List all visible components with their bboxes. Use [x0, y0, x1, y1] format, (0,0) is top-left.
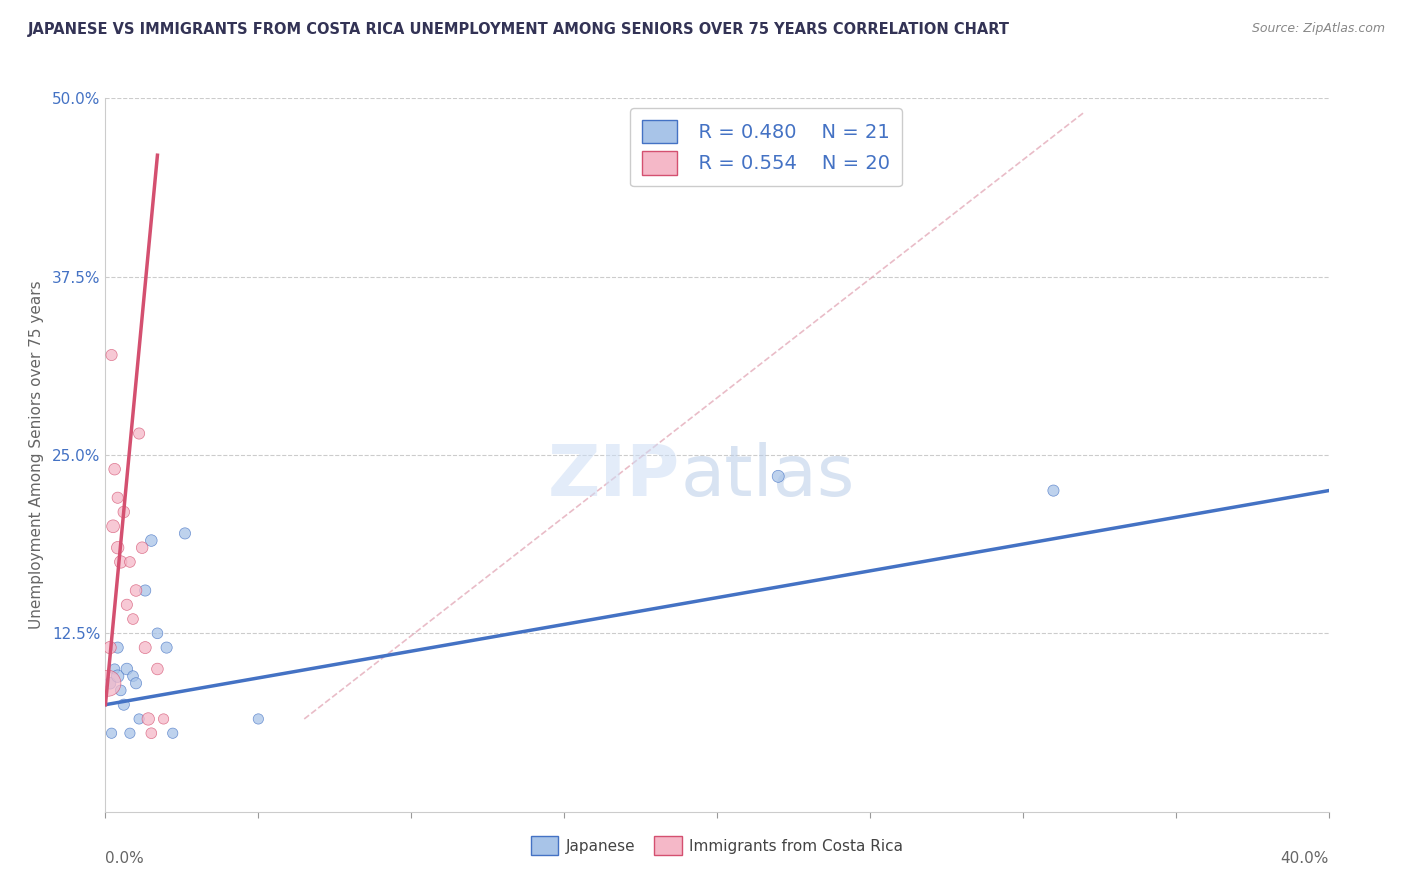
- Legend: Japanese, Immigrants from Costa Rica: Japanese, Immigrants from Costa Rica: [524, 830, 910, 861]
- Point: [134, 640, 156, 655]
- Point: [125, 583, 148, 598]
- Point: [122, 669, 145, 683]
- Point: [136, 712, 159, 726]
- Text: ZIP: ZIP: [548, 442, 681, 511]
- Text: Source: ZipAtlas.com: Source: ZipAtlas.com: [1251, 22, 1385, 36]
- Point: [104, 662, 127, 676]
- Point: [98, 676, 121, 690]
- Point: [146, 662, 169, 676]
- Point: [174, 526, 197, 541]
- Point: [162, 726, 184, 740]
- Point: [104, 462, 127, 476]
- Point: [107, 669, 129, 683]
- Point: [122, 612, 145, 626]
- Point: [110, 555, 132, 569]
- Point: [768, 469, 790, 483]
- Point: [134, 583, 156, 598]
- Point: [98, 640, 121, 655]
- Point: [115, 662, 138, 676]
- Point: [107, 541, 129, 555]
- Point: [128, 426, 150, 441]
- Point: [125, 676, 148, 690]
- Point: [118, 555, 141, 569]
- Point: [115, 598, 138, 612]
- Point: [107, 491, 129, 505]
- Text: JAPANESE VS IMMIGRANTS FROM COSTA RICA UNEMPLOYMENT AMONG SENIORS OVER 75 YEARS : JAPANESE VS IMMIGRANTS FROM COSTA RICA U…: [28, 22, 1010, 37]
- Point: [97, 676, 120, 690]
- Point: [128, 712, 150, 726]
- Point: [110, 683, 132, 698]
- Point: [152, 712, 174, 726]
- Point: [1042, 483, 1064, 498]
- Text: 40.0%: 40.0%: [1281, 851, 1329, 866]
- Point: [107, 640, 129, 655]
- Point: [146, 626, 169, 640]
- Point: [101, 519, 124, 533]
- Point: [112, 698, 135, 712]
- Point: [141, 533, 163, 548]
- Point: [155, 640, 177, 655]
- Text: atlas: atlas: [681, 442, 855, 511]
- Y-axis label: Unemployment Among Seniors over 75 years: Unemployment Among Seniors over 75 years: [28, 281, 44, 629]
- Point: [100, 726, 122, 740]
- Point: [131, 541, 153, 555]
- Point: [118, 726, 141, 740]
- Point: [247, 712, 270, 726]
- Text: 0.0%: 0.0%: [105, 851, 145, 866]
- Point: [141, 726, 163, 740]
- Point: [112, 505, 135, 519]
- Point: [100, 348, 122, 362]
